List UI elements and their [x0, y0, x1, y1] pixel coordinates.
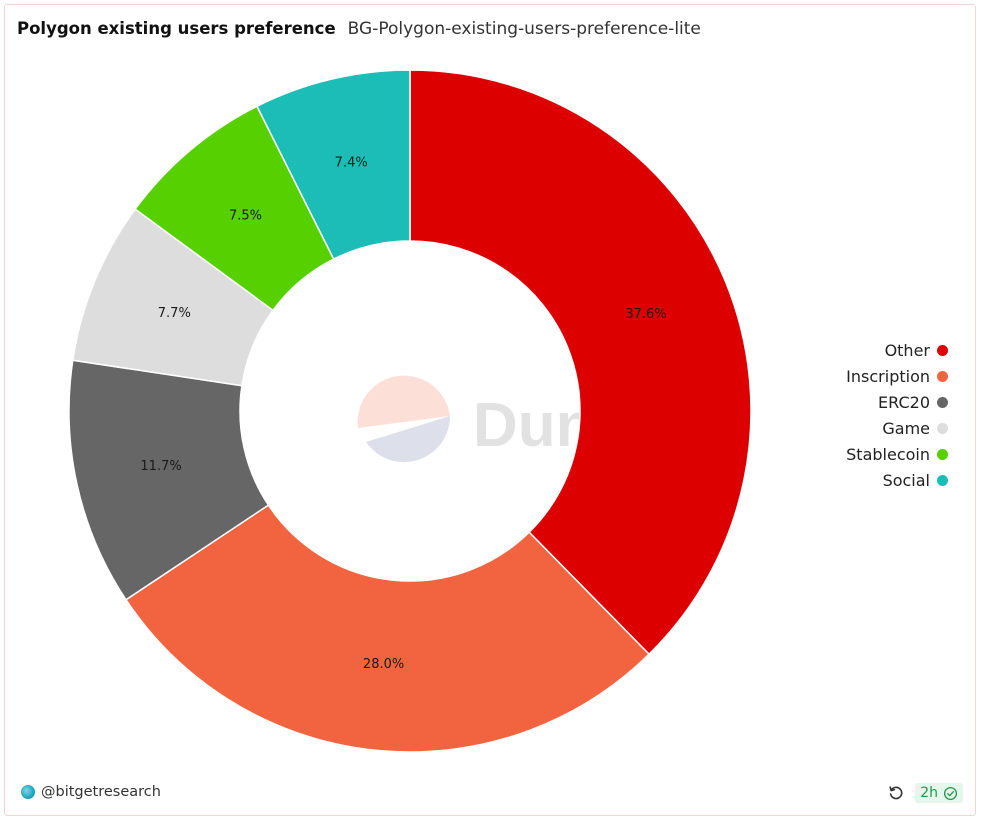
legend-swatch [937, 344, 948, 356]
data-label-inscription: 28.0% [363, 657, 404, 672]
query-name[interactable]: BG-Polygon-existing-users-preference-lit… [347, 19, 701, 39]
dune-logo-icon [357, 375, 451, 463]
author-credit[interactable]: @bitgetresearch [21, 784, 161, 800]
legend-label: Social [882, 470, 930, 490]
footer-status: 2h [887, 783, 963, 803]
data-label-stablecoin: 7.5% [229, 209, 262, 224]
age-label: 2h [920, 785, 938, 801]
legend-item-other[interactable]: Other [846, 337, 948, 363]
legend-label: ERC20 [878, 392, 930, 412]
legend-item-inscription[interactable]: Inscription [846, 363, 948, 389]
legend-item-erc20[interactable]: ERC20 [846, 389, 948, 415]
chart-card: Polygon existing users preference BG-Pol… [4, 4, 976, 816]
legend-item-game[interactable]: Game [846, 415, 948, 441]
legend-item-social[interactable]: Social [846, 467, 948, 493]
legend-label: Inscription [846, 366, 930, 386]
data-label-erc20: 11.7% [140, 459, 181, 474]
legend-swatch [937, 396, 948, 408]
author-name[interactable]: @bitgetresearch [41, 784, 161, 800]
avatar [21, 785, 35, 799]
slice-inscription[interactable] [124, 504, 651, 753]
legend-item-stablecoin[interactable]: Stablecoin [846, 441, 948, 467]
legend-label: Other [884, 340, 930, 360]
chart-title: Polygon existing users preference [17, 19, 336, 38]
slice-erc20[interactable] [68, 359, 270, 601]
legend-swatch [937, 474, 948, 486]
refresh-icon[interactable] [887, 784, 905, 802]
legend-swatch [937, 370, 948, 382]
slice-other[interactable] [409, 69, 752, 656]
legend-label: Stablecoin [846, 444, 930, 464]
check-circle-icon [943, 786, 958, 800]
slice-social[interactable] [255, 69, 411, 261]
legend-swatch [937, 422, 948, 434]
data-label-game: 7.7% [158, 306, 191, 321]
chart-legend: Other Inscription ERC20 Game Stablecoin Socia… [846, 337, 948, 493]
donut-chart: Dune 37.6%28.0%11.7%7.7%7.5%7.4% [68, 69, 752, 753]
legend-swatch [937, 448, 948, 460]
data-label-other: 37.6% [625, 307, 666, 322]
chart-header: Polygon existing users preference BG-Pol… [17, 19, 701, 39]
data-label-social: 7.4% [335, 155, 368, 170]
freshness-badge[interactable]: 2h [915, 783, 963, 803]
legend-label: Game [882, 418, 930, 438]
